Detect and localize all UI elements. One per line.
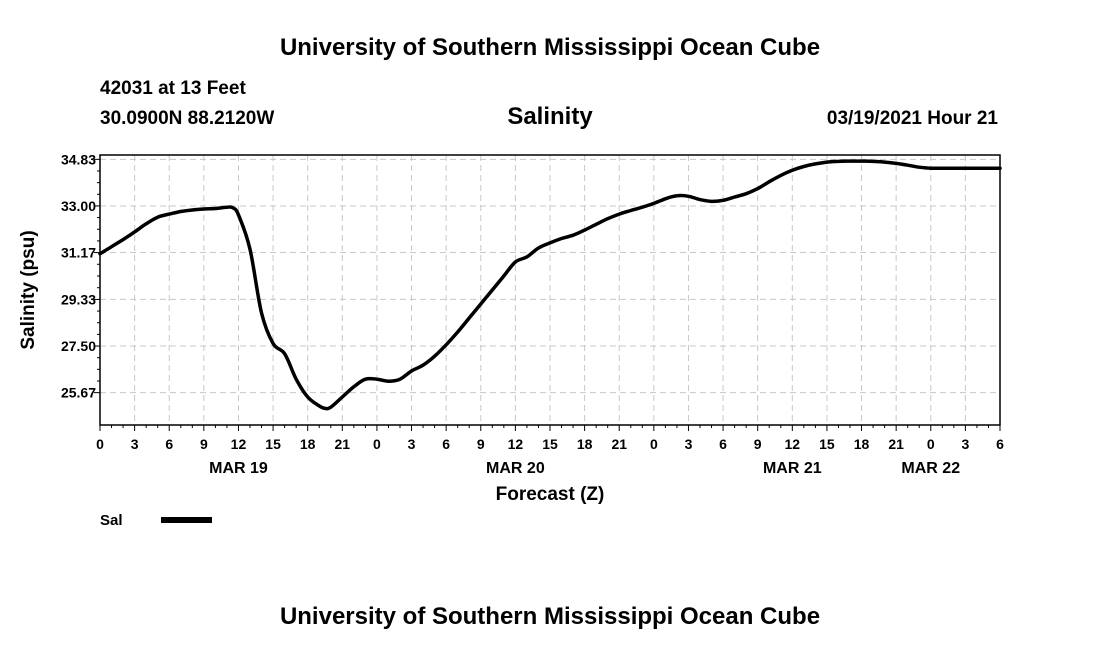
x-date-label: MAR 20 <box>486 460 545 477</box>
x-tick-label: 3 <box>408 436 416 452</box>
x-date-label: MAR 22 <box>901 460 960 477</box>
y-tick-label: 27.50 <box>61 338 96 354</box>
legend-label: Sal <box>100 512 123 529</box>
location-label: 30.0900N 88.2120W <box>100 108 274 129</box>
x-axis-date-labels: MAR 19 MAR 20 MAR 21 MAR 22 <box>209 460 960 477</box>
station-label: 42031 at 13 Feet <box>100 78 246 99</box>
x-tick-label: 12 <box>785 436 801 452</box>
y-tick-label: 31.17 <box>61 245 96 261</box>
x-tick-label: 6 <box>442 436 450 452</box>
x-tick-label: 12 <box>231 436 247 452</box>
plot-frame <box>99 154 1001 426</box>
grid-lines <box>99 155 1001 425</box>
x-tick-label: 18 <box>577 436 593 452</box>
x-tick-label: 21 <box>335 436 351 452</box>
y-tick-label: 33.00 <box>61 198 96 214</box>
chart-top-title: University of Southern Mississippi Ocean… <box>280 34 820 61</box>
x-tick-label: 9 <box>754 436 762 452</box>
y-axis-ticks: 34.83 33.00 31.17 29.33 27.50 25.67 <box>61 151 100 401</box>
x-tick-label: 15 <box>265 436 281 452</box>
x-tick-label: 3 <box>961 436 969 452</box>
x-tick-label: 6 <box>719 436 727 452</box>
x-axis-label: Forecast (Z) <box>496 484 605 505</box>
series-layer <box>98 159 1002 411</box>
x-tick-label: 12 <box>508 436 524 452</box>
chart-bottom-title: University of Southern Mississippi Ocean… <box>280 603 820 630</box>
series-line-sal <box>98 159 1002 411</box>
x-tick-label: 6 <box>165 436 173 452</box>
x-tick-label: 9 <box>200 436 208 452</box>
x-tick-label: 0 <box>650 436 658 452</box>
x-tick-label: 3 <box>131 436 139 452</box>
x-tick-label: 15 <box>542 436 558 452</box>
x-tick-label: 18 <box>854 436 870 452</box>
x-tick-label: 18 <box>300 436 316 452</box>
x-tick-label: 21 <box>888 436 904 452</box>
x-tick-label: 15 <box>819 436 835 452</box>
y-axis-label: Salinity (psu) <box>18 230 39 349</box>
x-date-label: MAR 19 <box>209 460 268 477</box>
y-tick-label: 25.67 <box>61 385 96 401</box>
x-tick-label: 0 <box>373 436 381 452</box>
x-tick-label: 3 <box>685 436 693 452</box>
x-tick-label: 6 <box>996 436 1004 452</box>
x-tick-label: 0 <box>96 436 104 452</box>
y-tick-label: 34.83 <box>61 151 96 167</box>
y-tick-label: 29.33 <box>61 291 96 307</box>
x-tick-label: 0 <box>927 436 935 452</box>
issued-time-label: 03/19/2021 Hour 21 <box>827 108 999 129</box>
x-tick-label: 21 <box>611 436 627 452</box>
x-tick-label: 9 <box>477 436 485 452</box>
variable-title: Salinity <box>507 103 593 130</box>
x-axis-ticks: 0 3 6 9 12 15 18 21 0 3 6 9 12 15 18 21 0 3 6 9 12 15 18 21 0 3 6 <box>96 425 1004 452</box>
x-date-label: MAR 21 <box>763 460 822 477</box>
